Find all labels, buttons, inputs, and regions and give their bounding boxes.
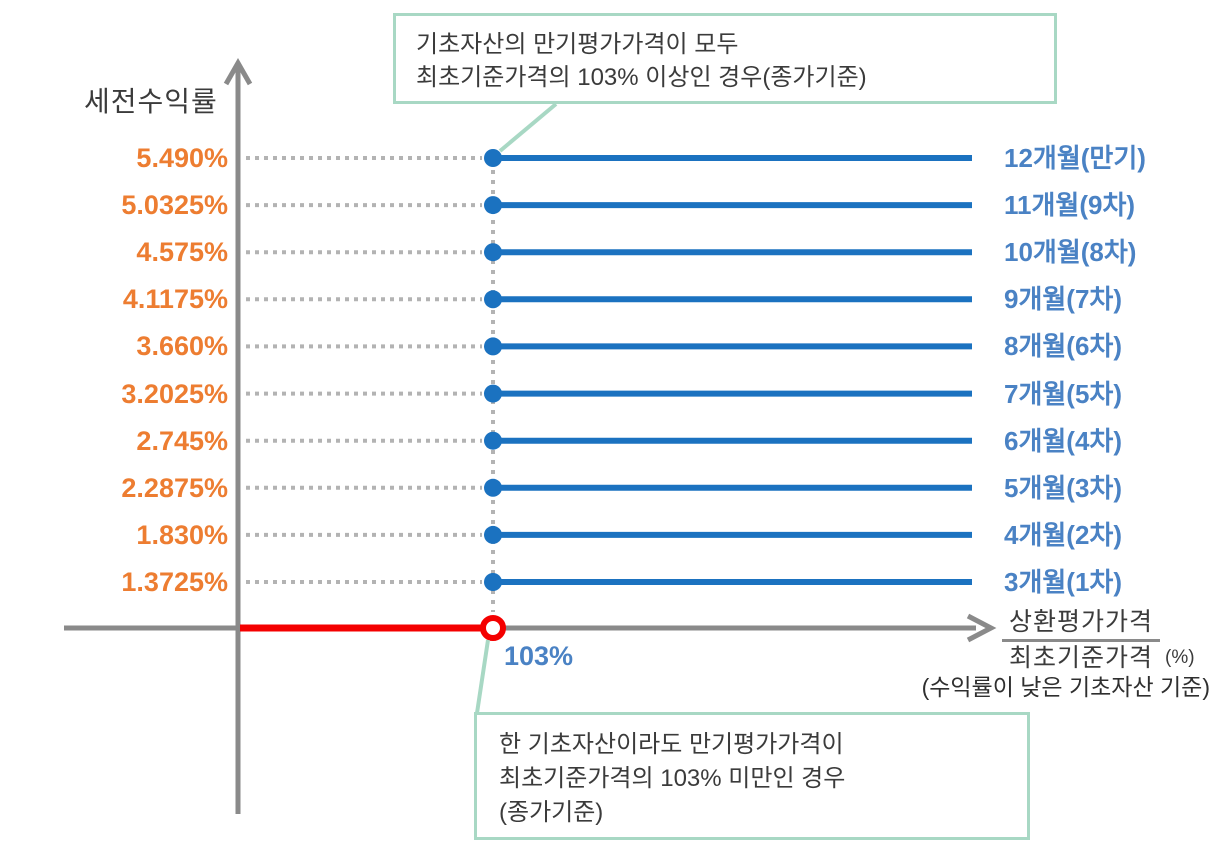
x-axis-note: (수익률이 낮은 기초자산 기준)	[921, 674, 1210, 700]
payoff-rows	[246, 149, 972, 591]
row-period-label: 6개월(4차)	[1004, 425, 1122, 456]
row-marker-dot	[484, 525, 502, 544]
row-period-label: 8개월(6차)	[1004, 331, 1122, 362]
row-rate-label: 4.575%	[136, 237, 228, 268]
row-marker-dot	[484, 243, 502, 262]
row-marker-dot	[484, 431, 502, 450]
row-marker-dot	[484, 149, 502, 167]
threshold-open-circle	[480, 615, 506, 641]
threshold-label: 103%	[504, 641, 574, 671]
row-marker-dot	[484, 573, 502, 591]
bottom-callout-line2: 최초기준가격의 103% 미만인 경우	[499, 765, 846, 792]
row-rate-label: 2.2875%	[121, 472, 228, 503]
row-rate-label: 1.830%	[136, 519, 228, 550]
top-callout-leader	[498, 102, 558, 153]
row-rate-label: 2.745%	[136, 425, 228, 456]
row-period-label: 4개월(2차)	[1004, 519, 1122, 550]
x-axis-fraction: 상환평가가격 최초기준가격	[1002, 609, 1161, 672]
row-rate-label: 1.3725%	[121, 567, 228, 597]
row-rate-label: 4.1175%	[122, 284, 228, 315]
y-axis-title: 세전수익률	[84, 86, 218, 117]
y-axis-arrow-icon	[223, 57, 253, 86]
row-rate-label: 3.2025%	[121, 378, 228, 409]
row-period-label: 7개월(5차)	[1004, 378, 1122, 409]
row-rate-label: 5.490%	[136, 143, 228, 173]
row-marker-dot	[484, 196, 502, 215]
row-marker-dot	[484, 478, 502, 497]
row-period-label: 9개월(7차)	[1004, 284, 1122, 315]
row-period-label: 3개월(1차)	[1004, 567, 1122, 597]
row-marker-dot	[484, 384, 502, 403]
x-axis-arrow-icon	[966, 613, 997, 643]
bottom-callout-line3: (종가기준)	[499, 799, 604, 826]
bottom-callout: 한 기초자산이라도 만기평가가격이 최초기준가격의 103% 미만인 경우 (종…	[474, 712, 1030, 840]
row-period-label: 11개월(9차)	[1004, 190, 1136, 221]
fraction-denominator: 최초기준가격	[1009, 644, 1154, 672]
row-marker-dot	[484, 337, 502, 356]
x-axis-label: 상환평가가격 최초기준가격 (%)	[1002, 609, 1195, 672]
top-callout-line2: 최초기준가격의 103% 이상인 경우(종가기준)	[416, 64, 867, 91]
top-callout: 기초자산의 만기평가가격이 모두 최초기준가격의 103% 이상인 경우(종가기…	[393, 13, 1057, 104]
bottom-callout-line1: 한 기초자산이라도 만기평가가격이	[499, 731, 844, 758]
row-rate-label: 3.660%	[136, 331, 228, 362]
row-marker-dot	[484, 290, 502, 309]
x-axis-unit: (%)	[1165, 647, 1195, 668]
bottom-callout-leader	[475, 639, 490, 714]
top-callout-line1: 기초자산의 만기평가가격이 모두	[416, 31, 739, 58]
fraction-numerator: 상환평가가격	[1002, 609, 1161, 642]
row-period-label: 12개월(만기)	[1004, 143, 1146, 173]
row-period-label: 10개월(8차)	[1004, 237, 1137, 268]
row-rate-label: 5.0325%	[121, 190, 228, 221]
row-period-label: 5개월(3차)	[1004, 472, 1122, 503]
